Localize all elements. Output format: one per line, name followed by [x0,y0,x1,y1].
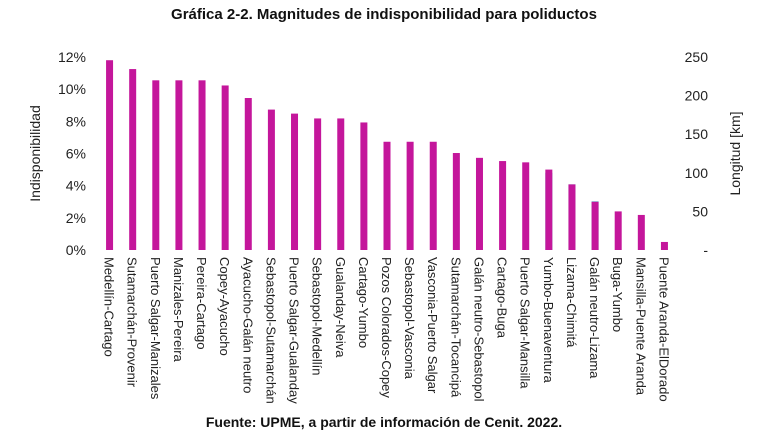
x-tick-label: Puerto Salgar-Gualanday [287,257,302,404]
bar-indisponibilidad [360,122,368,250]
x-tick-label: Mansilla-Puente Aranda [633,257,648,396]
x-tick-label: Buga-Yumbo [610,257,625,332]
plot-area: 0% 2% 4% 6% 8% 10% 12% - 50 100 150 200 250 Indisponi… [27,49,743,404]
x-tick-label: Ayacucho-Galán neutro [240,257,255,393]
bar-indisponibilidad [106,60,114,250]
x-tick-label: Yumbo-Buenaventura [541,257,556,384]
y-left-tick-label: 2% [66,210,86,226]
x-tick-label: Sutamarchán-Tocancipá [448,257,463,398]
bar-indisponibilidad [614,211,622,250]
x-tick-label: Sebastopol-Medellín [310,257,325,376]
y-left-tick-label: 12% [58,49,86,65]
bar-indisponibilidad [475,157,483,250]
bar-indisponibilidad [591,201,599,250]
bar-indisponibilidad [129,69,137,250]
bar-indisponibilidad [175,80,183,250]
bar-indisponibilidad [198,80,206,250]
x-tick-label: Cartago-Buga [495,257,510,339]
y-left-tick-label: 8% [66,113,86,129]
x-tick-label: Manizales-Pereira [171,257,186,363]
x-tick-label: Pozos Colorados-Copey [379,257,394,398]
x-tick-label: Copey-Ayacucho [217,257,232,356]
bar-indisponibilidad [660,241,668,250]
x-tick-label: Puerto Salgar-Mansilla [518,257,533,389]
bar-indisponibilidad [452,153,460,250]
x-tick-label: Puerto Salgar-Manizales [148,257,163,400]
y-right-tick-label: 150 [685,126,709,142]
x-tick-label: Puente Aranda-ElDorado [656,257,671,402]
x-tick-label: Sebastopol-Sutamarchán [263,257,278,404]
x-tick-label: Cartago-Yumbo [356,257,371,348]
y-left-tick-label: 10% [58,81,86,97]
x-tick-label: Medellín-Cartago [102,257,117,357]
y-right-axis-title: Longitud [km] [727,111,743,195]
bar-indisponibilidad [499,161,507,250]
chart-title: Gráfica 2-2. Magnitudes de indisponibili… [171,6,597,23]
y-left-tick-label: 4% [66,178,86,194]
x-tick-label: Lizama-Chimitá [564,257,579,348]
bar-indisponibilidad [568,184,576,250]
x-tick-label: Pereira-Cartago [194,257,209,350]
y-right-tick-label: 50 [692,203,708,219]
bar-indisponibilidad [429,141,437,250]
x-tick-label: Gualanday-Neiva [333,257,348,358]
bar-indisponibilidad [221,85,229,250]
chart-source: Fuente: UPME, a partir de información de… [205,414,563,430]
y-right-tick-label: 200 [685,88,709,104]
bar-indisponibilidad [545,169,553,250]
x-tick-label: Sebastopol-Vasconia [402,257,417,380]
bar-indisponibilidad [267,109,275,250]
bar-indisponibilidad [637,214,645,250]
y-right-tick-label: - [703,242,708,258]
bar-indisponibilidad [291,113,299,250]
y-right-tick-label: 100 [685,165,709,181]
y-right-tick-label: 250 [685,49,709,65]
y-left-tick-label: 6% [66,146,86,162]
x-tick-label: Sutamarchán-Provenir [125,257,140,388]
x-tick-label: Vasconia-Puerto Salgar [425,257,440,394]
x-tick-label: Galán neutro-Sebastopol [471,257,486,402]
bar-indisponibilidad [152,80,160,250]
bar-indisponibilidad [522,162,530,250]
bar-indisponibilidad [314,118,322,251]
bar-indisponibilidad [244,98,252,250]
bar-indisponibilidad [337,118,345,251]
x-tick-label: Galán neutro-Lizama [587,257,602,379]
y-left-axis-title: Indisponibilidad [27,105,43,202]
bar-indisponibilidad [383,141,391,250]
y-left-tick-label: 0% [66,242,86,258]
bar-indisponibilidad [406,141,414,250]
